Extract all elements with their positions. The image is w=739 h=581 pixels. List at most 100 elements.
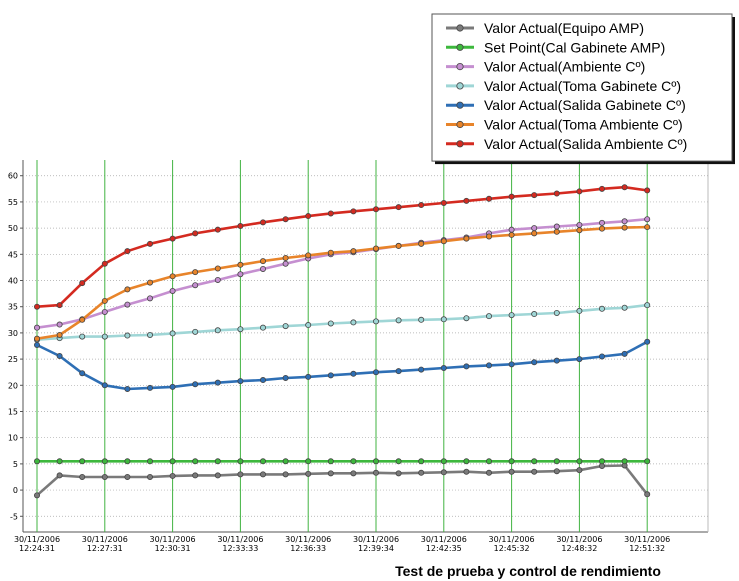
data-point <box>485 362 492 369</box>
data-point <box>395 204 402 211</box>
data-point <box>327 458 334 465</box>
data-point <box>644 458 651 465</box>
y-tick-label: 5 <box>13 460 18 469</box>
data-point <box>644 302 651 309</box>
y-tick-label: 10 <box>8 434 18 443</box>
y-tick-label: 55 <box>8 198 18 207</box>
data-point <box>418 366 425 373</box>
data-point <box>34 458 41 465</box>
data-point <box>395 458 402 465</box>
data-point <box>463 235 470 242</box>
data-point <box>576 458 583 465</box>
data-point <box>576 307 583 314</box>
data-point <box>350 319 357 326</box>
data-point <box>79 473 86 480</box>
data-point <box>124 473 131 480</box>
series-group <box>34 184 651 499</box>
data-point <box>350 370 357 377</box>
data-point <box>327 372 334 379</box>
data-point <box>214 472 221 479</box>
data-point <box>508 193 515 200</box>
data-point <box>237 223 244 230</box>
data-point <box>508 468 515 475</box>
data-point <box>146 279 153 286</box>
legend-swatch-marker <box>456 82 464 90</box>
legend: Valor Actual(Equipo AMP) Set Point(Cal Ga… <box>431 13 735 165</box>
data-point <box>79 280 86 287</box>
data-point <box>508 231 515 238</box>
data-point <box>237 326 244 333</box>
x-tick-label-time: 12:30:31 <box>155 544 191 553</box>
x-tick-label-date: 30/11/2006 <box>82 535 128 544</box>
data-point <box>350 458 357 465</box>
data-point <box>327 320 334 327</box>
data-point <box>553 468 560 475</box>
series-4 <box>34 338 651 392</box>
data-point <box>34 341 41 348</box>
data-point <box>531 225 538 232</box>
legend-label: Set Point(Cal Gabinete AMP) <box>484 39 665 55</box>
chart-caption: Test de prueba y control de rendimiento <box>395 563 661 579</box>
data-point <box>485 313 492 320</box>
data-point <box>599 219 606 226</box>
data-point <box>418 240 425 247</box>
data-point <box>372 369 379 376</box>
data-point <box>485 469 492 476</box>
x-tick-label-date: 30/11/2006 <box>14 535 60 544</box>
data-point <box>599 305 606 312</box>
y-tick-label: 25 <box>8 355 18 364</box>
legend-swatch-marker <box>456 120 464 129</box>
data-point <box>305 252 312 259</box>
data-point <box>192 282 199 289</box>
data-point <box>282 471 289 478</box>
data-point <box>372 318 379 325</box>
y-tick-label: 30 <box>8 329 18 338</box>
data-point <box>305 470 312 477</box>
data-point <box>418 469 425 476</box>
data-point <box>146 240 153 247</box>
x-tick-label-date: 30/11/2006 <box>489 535 535 544</box>
data-point <box>418 316 425 323</box>
x-tick-label-time: 12:45:32 <box>494 544 530 553</box>
data-point <box>531 359 538 366</box>
data-point <box>214 265 221 272</box>
data-point <box>259 265 266 272</box>
series-6 <box>34 184 651 310</box>
data-point <box>101 297 108 304</box>
data-point <box>305 458 312 465</box>
data-point <box>508 312 515 319</box>
legend-swatch-marker <box>456 62 464 71</box>
data-point <box>576 221 583 228</box>
data-point <box>124 332 131 339</box>
y-tick-label: 45 <box>8 250 18 259</box>
data-point <box>372 458 379 465</box>
x-axis: 30/11/200612:24:3130/11/200612:27:3130/1… <box>14 535 670 553</box>
data-point <box>395 242 402 249</box>
data-point <box>214 379 221 386</box>
data-point <box>34 324 41 331</box>
data-point <box>237 261 244 268</box>
data-point <box>508 458 515 465</box>
data-point <box>553 357 560 364</box>
data-point <box>350 470 357 477</box>
data-point <box>621 218 628 225</box>
data-point <box>169 273 176 280</box>
y-tick-label: 20 <box>8 381 18 390</box>
data-point <box>440 199 447 206</box>
data-point <box>305 322 312 329</box>
data-point <box>395 317 402 324</box>
x-tick-label-time: 12:36:33 <box>290 544 326 553</box>
data-point <box>440 365 447 372</box>
data-point <box>576 188 583 195</box>
legend-label: Valor Actual(Equipo AMP) <box>484 20 644 36</box>
data-point <box>192 269 199 276</box>
data-point <box>237 271 244 278</box>
data-point <box>463 458 470 465</box>
data-point <box>259 471 266 478</box>
series-5 <box>34 224 651 342</box>
x-tick-label-date: 30/11/2006 <box>353 535 399 544</box>
data-point <box>237 471 244 478</box>
y-tick-label: 60 <box>8 172 18 181</box>
data-point <box>485 458 492 465</box>
x-tick-label-date: 30/11/2006 <box>556 535 602 544</box>
